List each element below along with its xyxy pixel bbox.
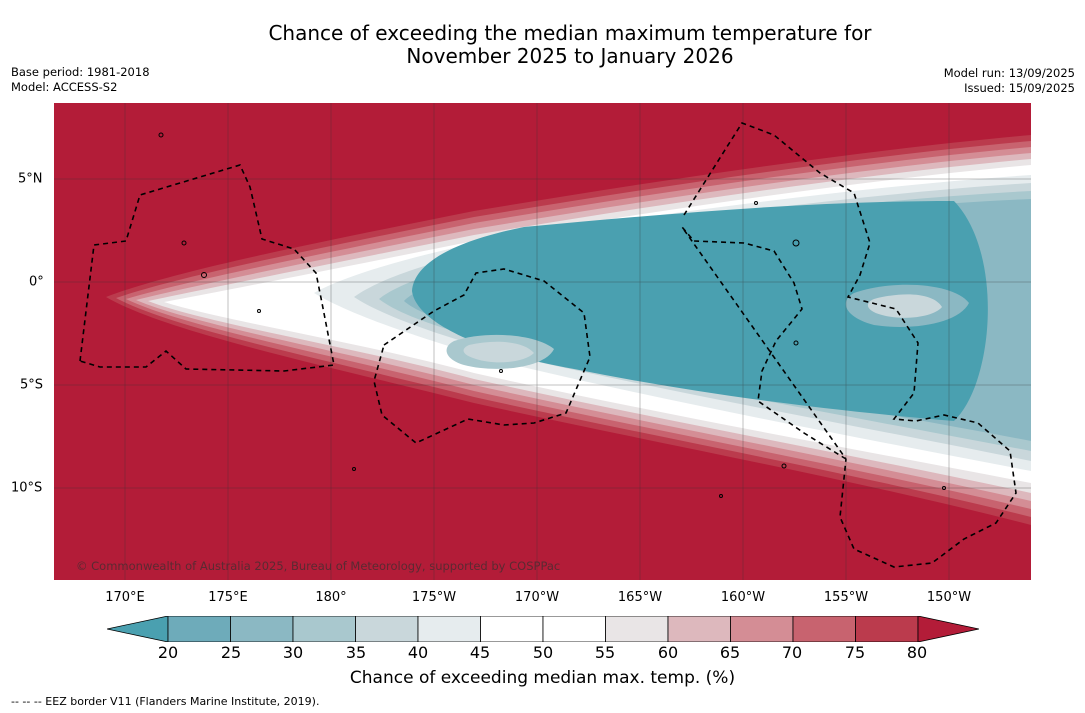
colorbar-tick-35: 35 <box>345 643 367 662</box>
colorbar-tick-25: 25 <box>220 643 242 662</box>
colorbar-segment <box>542 616 606 642</box>
lat-label-5s: 5°S <box>20 377 44 393</box>
cool-patch-center-inner <box>463 341 534 363</box>
lat-label-10s: 10°S <box>11 480 43 496</box>
chart-title: Chance of exceeding the median maximum t… <box>0 22 1085 68</box>
lon-label-150w: 150°W <box>926 590 972 605</box>
colorbar-segment <box>167 616 231 642</box>
lon-label-175e: 175°E <box>208 590 248 605</box>
eez-tuvalu <box>79 164 335 372</box>
issued-date: Issued: 15/09/2025 <box>964 80 1075 95</box>
colorbar-tick-40: 40 <box>407 643 429 662</box>
islands <box>158 132 946 498</box>
colorbar-label: Chance of exceeding median max. temp. (%… <box>349 668 736 688</box>
model-run-date: Model run: 13/09/2025 <box>943 66 1075 80</box>
colorbar-tick-30: 30 <box>282 643 304 662</box>
colorbar-segment <box>230 616 294 642</box>
eez-tokelau <box>373 268 591 444</box>
colorbar <box>107 616 979 642</box>
lon-label-165w: 165°W <box>617 590 663 605</box>
forecast-map <box>54 103 1031 580</box>
colorbar-tick-20: 20 <box>157 643 179 662</box>
colorbar-tick-75: 75 <box>844 643 866 662</box>
colorbar-segment <box>792 616 856 642</box>
colorbar-tick-80: 80 <box>906 643 928 662</box>
colorbar-segment <box>480 616 544 642</box>
model-name: Model: ACCESS-S2 <box>11 79 118 94</box>
colorbar-segment <box>292 616 356 642</box>
title-line-2: November 2025 to January 2026 <box>406 44 734 68</box>
lon-label-170w: 170°W <box>514 590 560 605</box>
colorbar-segment <box>605 616 669 642</box>
meta-left: Base period: 1981-2018 Model: ACCESS-S2 <box>11 65 150 94</box>
colorbar-segment <box>667 616 731 642</box>
lon-label-160w: 160°W <box>720 590 766 605</box>
colorbar-tick-55: 55 <box>594 643 616 662</box>
colorbar-tick-60: 60 <box>657 643 679 662</box>
eez-footnote: -- -- -- EEZ border V11 (Flanders Marine… <box>11 695 320 708</box>
colorbar-segment <box>355 616 419 642</box>
copyright-notice: © Commonwealth of Australia 2025, Bureau… <box>76 559 561 573</box>
colorbar-segment <box>417 616 481 642</box>
cool-patch-east-inner <box>867 294 942 318</box>
eez-borders <box>79 122 1017 568</box>
graticule <box>54 103 1031 580</box>
colorbar-tick-70: 70 <box>781 643 803 662</box>
lon-label-155w: 155°W <box>823 590 869 605</box>
lon-label-170e: 170°E <box>105 590 145 605</box>
lat-label-5n: 5°N <box>18 171 43 187</box>
eez-kiribati-phoenix <box>683 122 1017 568</box>
lat-label-0: 0° <box>29 274 44 290</box>
meta-right: Model run: 13/09/2025 Issued: 15/09/2025 <box>944 66 1075 95</box>
lon-label-175w: 175°W <box>411 590 457 605</box>
colorbar-extend-high <box>917 616 979 642</box>
colorbar-tick-50: 50 <box>532 643 554 662</box>
band-20 <box>412 201 988 421</box>
colorbar-tick-45: 45 <box>469 643 491 662</box>
colorbar-tick-65: 65 <box>719 643 741 662</box>
colorbar-extend-low <box>107 616 169 642</box>
base-period: Base period: 1981-2018 <box>11 65 150 79</box>
title-line-1: Chance of exceeding the median maximum t… <box>268 21 872 45</box>
colorbar-segment <box>855 616 919 642</box>
lon-label-180: 180° <box>315 590 347 605</box>
colorbar-segment <box>730 616 794 642</box>
